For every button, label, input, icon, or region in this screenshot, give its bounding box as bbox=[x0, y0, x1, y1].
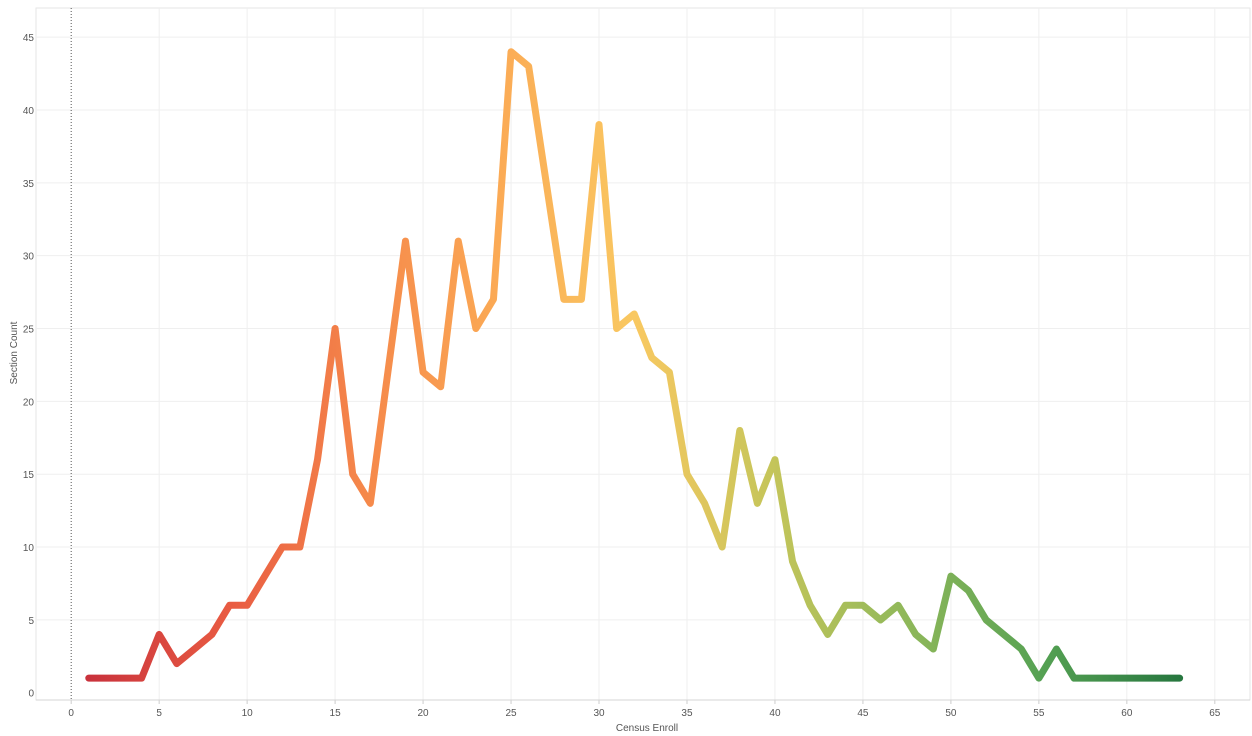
data-point bbox=[86, 675, 92, 681]
x-tick-label: 50 bbox=[945, 708, 957, 719]
data-point bbox=[1018, 646, 1024, 652]
data-point bbox=[139, 675, 145, 681]
plot-frame bbox=[35, 7, 1251, 701]
x-axis-title: Census Enroll bbox=[616, 723, 678, 734]
data-point bbox=[297, 544, 303, 550]
x-tick-label: 15 bbox=[330, 708, 342, 719]
x-tick-label: 55 bbox=[1033, 708, 1045, 719]
x-tick-label: 60 bbox=[1121, 708, 1133, 719]
data-point bbox=[684, 471, 690, 477]
series-line bbox=[85, 48, 1184, 682]
data-point bbox=[596, 122, 602, 128]
series-layer bbox=[85, 48, 1184, 682]
data-point bbox=[244, 602, 250, 608]
data-point bbox=[227, 602, 233, 608]
y-tick-label: 15 bbox=[23, 470, 35, 481]
x-tick-label: 0 bbox=[68, 708, 74, 719]
x-tick-label: 65 bbox=[1209, 708, 1221, 719]
data-point bbox=[543, 180, 549, 186]
data-point bbox=[1124, 675, 1130, 681]
data-point bbox=[508, 49, 514, 55]
data-point bbox=[1001, 631, 1007, 637]
data-point bbox=[420, 369, 426, 375]
data-point bbox=[262, 573, 268, 579]
y-tick-label: 5 bbox=[28, 616, 34, 627]
data-point bbox=[772, 457, 778, 463]
data-point bbox=[367, 500, 373, 506]
data-point bbox=[719, 544, 725, 550]
data-point bbox=[385, 369, 391, 375]
data-point bbox=[174, 661, 180, 667]
data-point bbox=[473, 326, 479, 332]
data-point bbox=[702, 500, 708, 506]
x-tick-label: 45 bbox=[857, 708, 869, 719]
x-tick-label: 40 bbox=[769, 708, 781, 719]
data-point bbox=[1141, 675, 1147, 681]
data-point bbox=[948, 573, 954, 579]
y-tick-label: 10 bbox=[23, 543, 35, 554]
y-tick-label: 35 bbox=[23, 179, 35, 190]
data-point bbox=[561, 296, 567, 302]
data-point bbox=[1177, 675, 1183, 681]
data-point bbox=[526, 63, 532, 69]
data-point bbox=[1106, 675, 1112, 681]
x-tick-label: 5 bbox=[156, 708, 162, 719]
data-point bbox=[614, 326, 620, 332]
data-point bbox=[983, 617, 989, 623]
data-point bbox=[878, 617, 884, 623]
data-point bbox=[578, 296, 584, 302]
data-point bbox=[666, 369, 672, 375]
data-point bbox=[315, 457, 321, 463]
y-tick-label: 0 bbox=[28, 689, 34, 700]
data-point bbox=[737, 427, 743, 433]
data-point bbox=[490, 296, 496, 302]
x-tick-label: 35 bbox=[681, 708, 693, 719]
data-point bbox=[825, 631, 831, 637]
data-point bbox=[754, 500, 760, 506]
data-point bbox=[121, 675, 127, 681]
data-point bbox=[895, 602, 901, 608]
data-point bbox=[156, 631, 162, 637]
data-point bbox=[913, 631, 919, 637]
data-point bbox=[332, 326, 338, 332]
x-tick-label: 10 bbox=[242, 708, 254, 719]
data-point bbox=[191, 646, 197, 652]
data-point bbox=[209, 631, 215, 637]
data-point bbox=[631, 311, 637, 317]
data-point bbox=[1089, 675, 1095, 681]
data-point bbox=[965, 588, 971, 594]
x-tick-label: 30 bbox=[593, 708, 605, 719]
data-point bbox=[649, 355, 655, 361]
y-tick-label: 45 bbox=[23, 33, 35, 44]
data-point bbox=[1053, 646, 1059, 652]
data-point bbox=[438, 384, 444, 390]
y-tick-label: 25 bbox=[23, 325, 35, 336]
data-point bbox=[1159, 675, 1165, 681]
data-point bbox=[455, 238, 461, 244]
data-point bbox=[103, 675, 109, 681]
data-point bbox=[860, 602, 866, 608]
y-tick-label: 40 bbox=[23, 106, 35, 117]
y-tick-label: 20 bbox=[23, 397, 35, 408]
data-point bbox=[790, 559, 796, 565]
data-point bbox=[279, 544, 285, 550]
y-axis-title: Section Count bbox=[9, 321, 20, 384]
axes: 0 5 10 15 20 25 30 35 40 45 50 55 60 65 0 5 10 15 20 25 30 35… bbox=[23, 8, 1250, 719]
gridlines bbox=[36, 8, 1250, 700]
data-point bbox=[350, 471, 356, 477]
data-point bbox=[807, 602, 813, 608]
data-point bbox=[842, 602, 848, 608]
data-point bbox=[402, 238, 408, 244]
y-tick-label: 30 bbox=[23, 252, 35, 263]
data-point bbox=[1036, 675, 1042, 681]
x-tick-label: 20 bbox=[418, 708, 430, 719]
x-tick-label: 25 bbox=[505, 708, 517, 719]
data-point bbox=[1071, 675, 1077, 681]
data-point bbox=[930, 646, 936, 652]
